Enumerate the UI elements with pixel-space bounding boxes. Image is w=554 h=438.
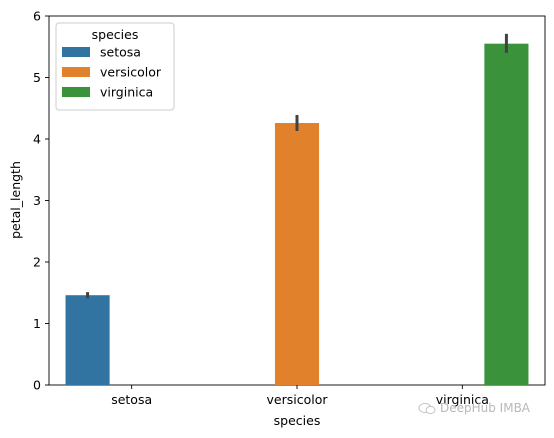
bar-versicolor [274, 123, 320, 385]
y-tick-label: 0 [33, 378, 41, 393]
legend: species setosa versicolor virginica [55, 22, 175, 111]
legend-label-virginica: virginica [100, 85, 153, 100]
chat-bubble-icon [418, 402, 436, 415]
y-tick-label: 1 [33, 316, 41, 331]
bar-setosa [65, 295, 110, 385]
legend-label-setosa: setosa [100, 45, 141, 60]
watermark-text: DeepHub IMBA [440, 401, 531, 415]
error-bars [86, 33, 508, 299]
x-axis: setosa versicolor virginica [111, 385, 489, 407]
y-axis: 0 1 2 3 4 5 6 [33, 9, 49, 393]
legend-label-versicolor: versicolor [100, 65, 162, 80]
legend-swatch-virginica [62, 87, 90, 97]
x-tick-label-setosa: setosa [111, 392, 152, 407]
x-tick-label-virginica: virginica [436, 392, 489, 407]
legend-title: species [92, 27, 139, 42]
watermark: DeepHub IMBA [418, 401, 530, 415]
legend-entries: setosa versicolor virginica [62, 45, 162, 100]
y-tick-label: 3 [33, 193, 41, 208]
legend-swatch-versicolor [62, 67, 90, 77]
x-tick-label-versicolor: versicolor [267, 392, 329, 407]
y-tick-label: 2 [33, 255, 41, 270]
y-tick-label: 4 [33, 132, 41, 147]
legend-swatch-setosa [62, 47, 90, 57]
x-axis-label: species [274, 413, 321, 428]
bars [65, 43, 529, 386]
y-axis-label: petal_length [8, 161, 23, 239]
y-tick-label: 5 [33, 70, 41, 85]
y-tick-label: 6 [33, 9, 41, 24]
bar-virginica [484, 43, 529, 386]
